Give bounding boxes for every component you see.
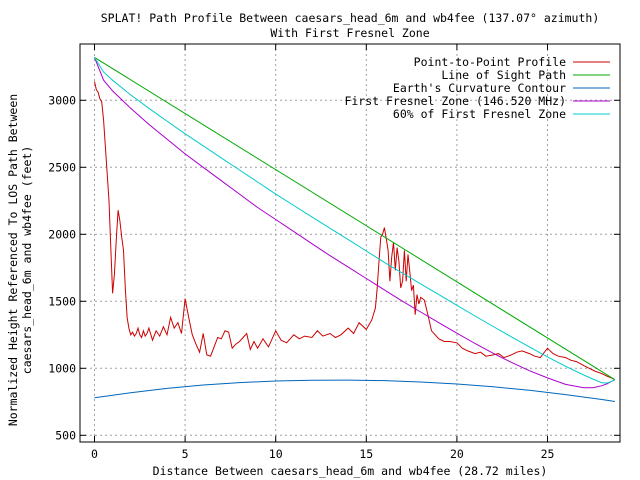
y-tick-label: 2000 xyxy=(48,227,76,241)
y-tick-label: 500 xyxy=(55,428,76,442)
x-tick-label: 10 xyxy=(269,447,283,461)
y-tick-label: 2500 xyxy=(48,160,76,174)
y-axis-label-line1: Normalized Height Referenced To LOS Path… xyxy=(6,94,20,426)
legend-label: Line of Sight Path xyxy=(441,68,566,82)
x-tick-label: 15 xyxy=(359,447,373,461)
series-line xyxy=(94,379,615,402)
legend-label: Point-to-Point Profile xyxy=(414,55,566,69)
y-tick-label: 1500 xyxy=(48,294,76,308)
series-lines xyxy=(94,56,616,402)
legend-label: First Fresnel Zone (146.520 MHz) xyxy=(344,94,566,108)
x-tick-label: 0 xyxy=(91,447,98,461)
y-tick-label: 3000 xyxy=(48,93,76,107)
grid-lines xyxy=(80,44,620,442)
legend-label: 60% of First Fresnel Zone xyxy=(393,107,566,121)
x-axis-label: Distance Between caesars_head_6m and wb4… xyxy=(153,464,548,478)
axis-ticks: 0 5 10 15 20 25 500 1000 1500 2000 2500 3000 xyxy=(48,44,620,461)
x-tick-label: 5 xyxy=(182,447,189,461)
x-tick-label: 20 xyxy=(450,447,464,461)
series-line xyxy=(94,56,616,381)
series-line xyxy=(94,57,616,389)
series-line xyxy=(94,57,616,384)
y-axis-label-line2: caesars_head_6m and wb4fee (feet) xyxy=(20,146,34,374)
chart-title: SPLAT! Path Profile Between caesars_head… xyxy=(101,11,600,25)
y-tick-label: 1000 xyxy=(48,361,76,375)
x-tick-label: 25 xyxy=(541,447,555,461)
chart-subtitle: With First Fresnel Zone xyxy=(270,26,429,40)
series-line xyxy=(94,81,616,381)
legend-label: Earth's Curvature Contour xyxy=(393,81,566,95)
plot-frame xyxy=(79,43,621,443)
